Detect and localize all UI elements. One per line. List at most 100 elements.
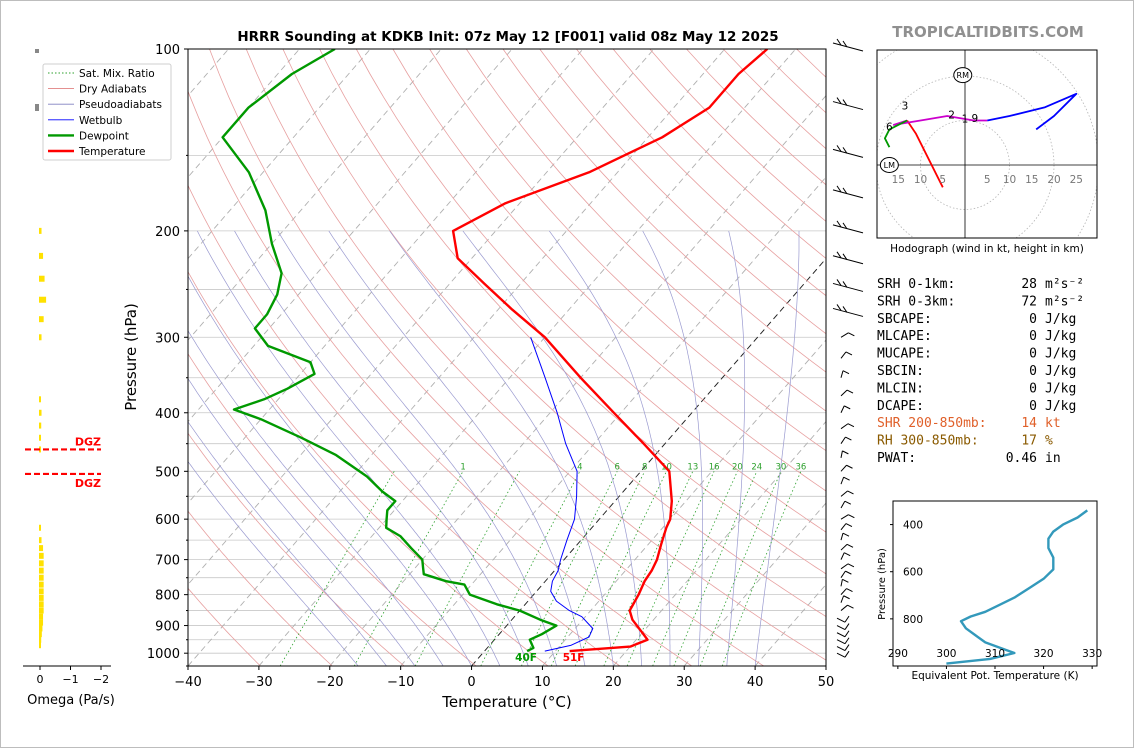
hodograph-tick-label: 15 xyxy=(892,174,905,186)
legend-label: Dry Adiabats xyxy=(79,84,147,96)
omega-bar xyxy=(39,595,44,601)
barb-flag xyxy=(845,645,849,651)
pseudoadiabat xyxy=(63,231,358,666)
barb-shaft xyxy=(837,647,845,651)
barb-flag xyxy=(845,437,851,440)
x-tick-label: 20 xyxy=(605,675,622,690)
omega-bar xyxy=(39,410,42,416)
barb-flag xyxy=(845,501,851,504)
legend-label: Temperature xyxy=(78,146,146,158)
omega-bar xyxy=(39,625,42,631)
theta-e-frame xyxy=(893,501,1097,666)
wind-barb xyxy=(833,98,863,110)
barb-flag xyxy=(842,451,848,454)
mixing-ratio-line xyxy=(415,471,519,666)
theta-x-tick-label: 300 xyxy=(936,648,956,660)
omega-marker xyxy=(35,104,39,111)
dry-adiabat xyxy=(246,49,835,666)
index-label: DCAPE: xyxy=(877,399,924,414)
barb-shaft xyxy=(841,579,842,586)
dry-adiabat xyxy=(760,49,1134,666)
index-value: 0 xyxy=(1029,347,1037,362)
mixing-ratio-label: 16 xyxy=(709,462,720,472)
barb-shaft xyxy=(841,333,848,337)
y-tick-label: 200 xyxy=(155,225,180,240)
hodograph-marker-label: RM xyxy=(957,71,970,80)
omega-tick-label: −1 xyxy=(62,673,78,686)
barb-shaft xyxy=(841,424,848,429)
barb-flag xyxy=(844,553,850,556)
barb-flag xyxy=(844,596,850,599)
wind-barb xyxy=(841,451,848,458)
barb-shaft xyxy=(841,544,847,550)
hodograph-segment xyxy=(987,94,1076,130)
wetbulb-profile xyxy=(531,337,593,651)
isotherm-line xyxy=(755,49,1134,666)
barb-flag xyxy=(845,624,849,630)
index-value: 0 xyxy=(1029,312,1037,327)
index-unit: m²s⁻² xyxy=(1045,294,1084,309)
theta-y-axis-label: Pressure (hPa) xyxy=(877,548,888,620)
omega-bar xyxy=(39,253,43,259)
surface-temperature-label: 51F xyxy=(563,652,585,664)
mixing-ratio-line xyxy=(674,471,757,666)
omega-bar xyxy=(39,276,45,282)
dgz-label: DGZ xyxy=(75,435,101,448)
wind-barb xyxy=(841,579,848,586)
wind-barb xyxy=(837,624,849,630)
barb-flag xyxy=(846,524,852,527)
isotherm-line xyxy=(188,49,725,666)
barb-shaft xyxy=(841,571,845,578)
barb-flag xyxy=(845,638,849,644)
barb-shaft xyxy=(833,256,863,264)
index-value: 17 xyxy=(1021,434,1037,449)
omega-bar xyxy=(39,637,41,643)
mixing-ratio-label: 4 xyxy=(577,462,582,472)
barb-shaft xyxy=(833,43,863,51)
isotherm-line xyxy=(542,49,1079,666)
wind-barb xyxy=(841,491,853,496)
index-label: SBCIN: xyxy=(877,364,924,379)
mixing-ratio-label: 24 xyxy=(751,462,762,472)
barb-shaft xyxy=(841,533,843,540)
barb-shaft xyxy=(833,225,863,233)
isotherm-line xyxy=(826,49,1134,666)
barb-shaft xyxy=(841,390,847,396)
barb-shaft xyxy=(841,596,844,603)
y-tick-label: 400 xyxy=(155,407,180,422)
hodograph-height-label: 3 xyxy=(902,100,909,112)
hodograph-marker-label: LM xyxy=(884,161,895,170)
theta-y-tick-label: 800 xyxy=(903,614,923,626)
wind-barb xyxy=(841,515,854,519)
barb-flag xyxy=(848,564,854,567)
pseudoadiabat xyxy=(85,231,386,666)
omega-bar xyxy=(39,316,44,322)
wind-barb xyxy=(841,390,853,396)
wind-barb xyxy=(841,352,852,358)
pseudoadiabat xyxy=(755,231,799,666)
omega-bar xyxy=(39,614,43,620)
barb-shaft xyxy=(833,149,863,157)
theta-y-tick-label: 600 xyxy=(903,567,923,579)
wind-barb xyxy=(841,465,853,471)
index-label: SRH 0-3km: xyxy=(877,294,955,309)
barb-shaft xyxy=(841,451,842,458)
index-unit: kt xyxy=(1045,416,1061,431)
wind-barb xyxy=(841,589,853,595)
wind-barb xyxy=(837,616,849,622)
y-tick-label: 800 xyxy=(155,589,180,604)
mixing-ratio-label: 6 xyxy=(614,462,619,472)
index-value: 72 xyxy=(1021,294,1037,309)
barb-shaft xyxy=(837,618,845,622)
barb-shaft xyxy=(841,352,846,358)
wind-barb xyxy=(833,186,863,198)
isotherm-line xyxy=(330,49,867,666)
omega-bar xyxy=(39,435,41,441)
pseudoadiabat xyxy=(390,231,614,666)
